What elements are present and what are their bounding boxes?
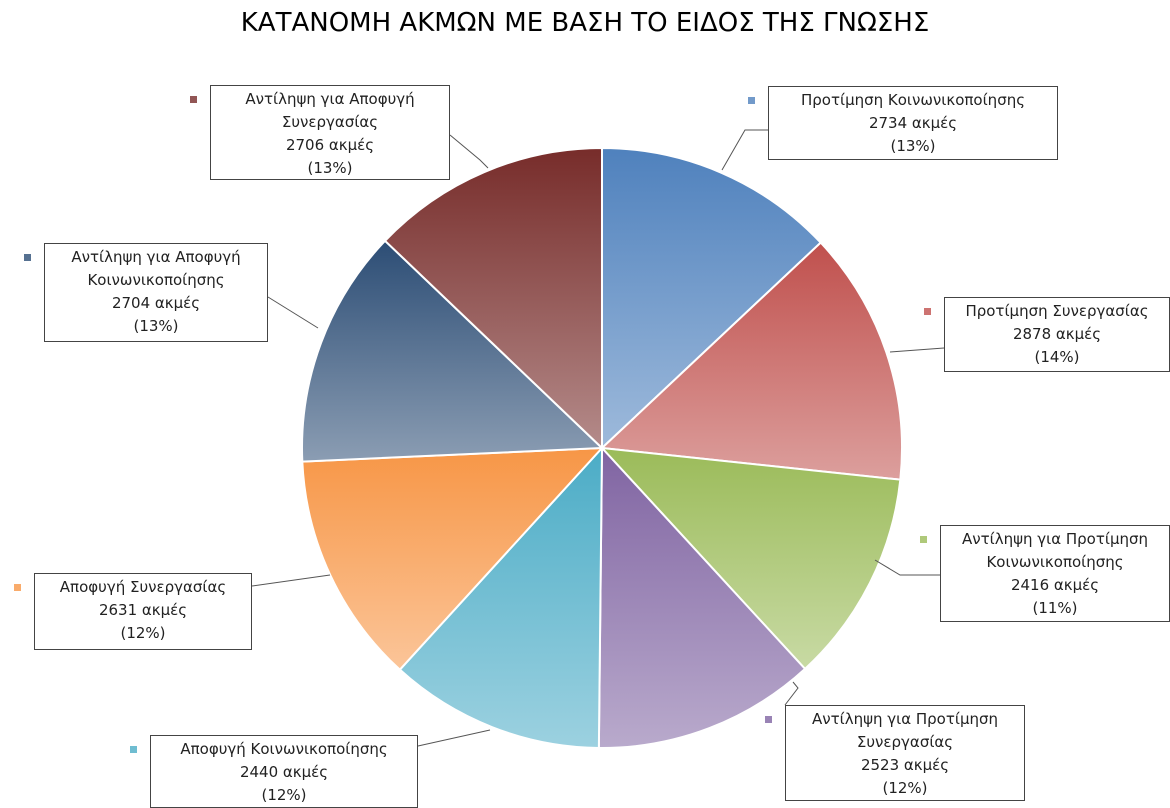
pie-slice (383, 146, 603, 451)
pie-slice (599, 446, 902, 671)
data-label: Αντίληψη για Προτίμηση Κοινωνικοποίησης 2… (940, 525, 1170, 622)
leader-line (251, 574, 331, 587)
label-value: 2416 ακμές (1010, 576, 1100, 594)
legend-marker (190, 96, 197, 103)
label-percent: (13%) (307, 159, 353, 177)
legend-marker (924, 308, 931, 315)
label-percent: (13%) (890, 137, 936, 155)
pie-slice (597, 445, 807, 749)
label-percent: (13%) (133, 317, 179, 335)
data-label: Προτίμηση Κοινωνικοποίησης 2734 ακμές (13%… (768, 86, 1058, 160)
pie-slice (398, 445, 604, 749)
data-label: Αποφυγή Κοινωνικοποίησης 2440 ακμές (12%) (150, 735, 418, 808)
label-name: Αντίληψη για Προτίμηση Συνεργασίας (811, 710, 999, 751)
label-percent: (14%) (1034, 348, 1080, 366)
data-label: Προτίμηση Συνεργασίας 2878 ακμές (14%) (944, 297, 1170, 372)
label-name: Αποφυγή Συνεργασίας (59, 578, 227, 596)
label-value: 2734 ακμές (868, 114, 958, 132)
legend-marker (765, 716, 772, 723)
leader-line (784, 681, 799, 706)
chart-title: ΚΑΤΑΝΟΜΗ ΑΚΜΩΝ ΜΕ ΒΑΣΗ ΤΟ ΕΙΔΟΣ ΤΗΣ ΓΝΩΣ… (240, 8, 930, 38)
legend-marker (24, 254, 31, 261)
label-name: Αντίληψη για Προτίμηση Κοινωνικοποίησης (961, 530, 1149, 571)
data-label: Αντίληψη για Προτίμηση Συνεργασίας 2523 α… (785, 705, 1025, 801)
leader-line (874, 559, 940, 576)
legend-marker (920, 536, 927, 543)
label-value: 2706 ακμές (285, 136, 375, 154)
label-value: 2878 ακμές (1012, 325, 1102, 343)
pie-slice (601, 146, 823, 451)
label-name: Προτίμηση Συνεργασίας (965, 302, 1149, 320)
label-value: 2523 ακμές (860, 756, 950, 774)
leader-line (449, 134, 489, 169)
data-label: Αντίληψη για Αποφυγή Συνεργασίας 2706 ακμ… (210, 85, 450, 180)
leader-line (267, 296, 319, 329)
legend-marker (748, 97, 755, 104)
data-label: Αποφυγή Συνεργασίας 2631 ακμές (12%) (34, 573, 252, 650)
legend-marker (14, 584, 21, 591)
label-name: Αντίληψη για Αποφυγή Κοινωνικοποίησης (71, 248, 241, 289)
label-percent: (12%) (261, 786, 307, 804)
leader-line (417, 729, 491, 747)
leader-line (889, 347, 945, 353)
pie-slice (599, 241, 903, 481)
label-percent: (11%) (1032, 599, 1078, 617)
label-value: 2631 ακμές (98, 601, 188, 619)
label-percent: (12%) (120, 624, 166, 642)
label-name: Προτίμηση Κοινωνικοποίησης (800, 91, 1026, 109)
legend-marker (130, 746, 137, 753)
leader-line (721, 129, 768, 171)
label-value: 2440 ακμές (239, 763, 329, 781)
label-percent: (12%) (882, 779, 928, 797)
data-label: Αντίληψη για Αποφυγή Κοινωνικοποίησης 270… (44, 243, 268, 342)
label-name: Αντίληψη για Αποφυγή Συνεργασίας (245, 90, 415, 131)
label-name: Αποφυγή Κοινωνικοποίησης (180, 740, 388, 758)
label-value: 2704 ακμές (111, 294, 201, 312)
pie-slice (301, 239, 605, 463)
pie-slice (301, 446, 605, 672)
